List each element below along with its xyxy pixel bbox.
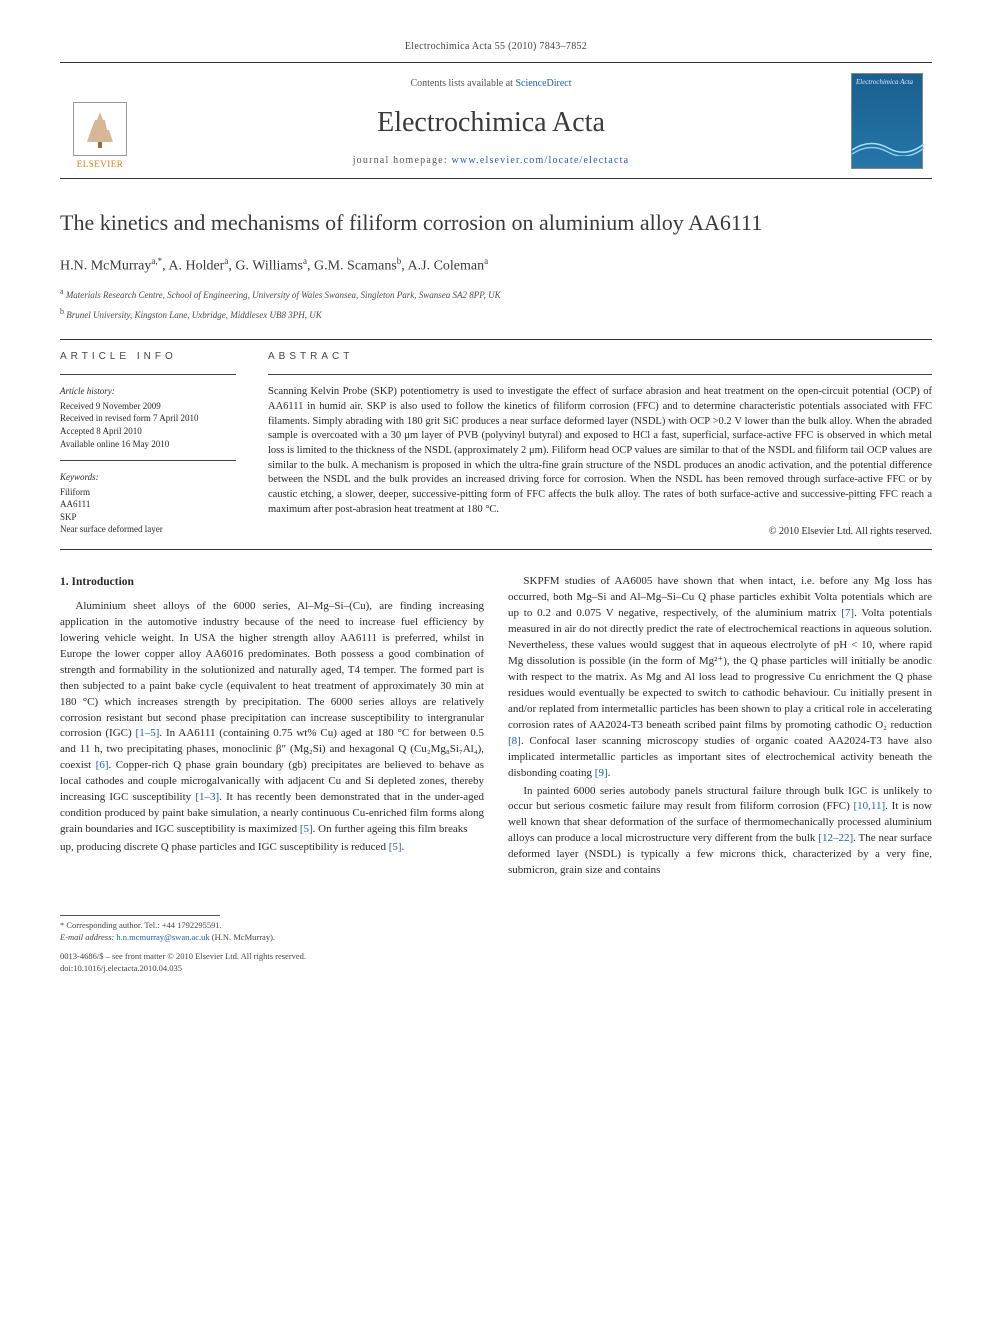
history-item: Accepted 8 April 2010 bbox=[60, 425, 236, 438]
history-label: Article history: bbox=[60, 385, 236, 398]
affiliation-b-text: Brunel University, Kingston Lane, Uxbrid… bbox=[66, 310, 321, 320]
corresponding-author: * Corresponding author. Tel.: +44 179229… bbox=[60, 920, 932, 931]
cover-wave-icon bbox=[852, 136, 924, 156]
cover-thumb-title: Electrochimica Acta bbox=[856, 78, 918, 88]
keyword: SKP bbox=[60, 511, 236, 524]
affiliation-b: b Brunel University, Kingston Lane, Uxbr… bbox=[60, 306, 932, 322]
abstract: ABSTRACT Scanning Kelvin Probe (SKP) pot… bbox=[250, 340, 932, 549]
abstract-text: Scanning Kelvin Probe (SKP) potentiometr… bbox=[268, 385, 932, 517]
issn-line: 0013-4686/$ – see front matter © 2010 El… bbox=[60, 951, 932, 963]
authors: H.N. McMurraya,*, A. Holdera, G. William… bbox=[60, 255, 932, 276]
paragraph: In painted 6000 series autobody panels s… bbox=[508, 784, 932, 880]
email-suffix: (H.N. McMurray). bbox=[210, 932, 275, 942]
email-link[interactable]: h.n.mcmurray@swan.ac.uk bbox=[116, 932, 209, 942]
abstract-heading: ABSTRACT bbox=[268, 350, 932, 364]
body-columns: 1. Introduction Aluminium sheet alloys o… bbox=[60, 574, 932, 879]
masthead-center: Contents lists available at ScienceDirec… bbox=[140, 63, 842, 178]
sciencedirect-link[interactable]: ScienceDirect bbox=[515, 78, 571, 89]
contents-prefix: Contents lists available at bbox=[410, 78, 515, 89]
affiliation-a: a Materials Research Centre, School of E… bbox=[60, 286, 932, 302]
email-line: E-mail address: h.n.mcmurray@swan.ac.uk … bbox=[60, 932, 932, 943]
publisher-name: ELSEVIER bbox=[77, 158, 124, 171]
info-abstract-row: ARTICLE INFO Article history: Received 9… bbox=[60, 339, 932, 550]
history-item: Available online 16 May 2010 bbox=[60, 438, 236, 451]
homepage-label: journal homepage: bbox=[353, 155, 452, 166]
keywords-label: Keywords: bbox=[60, 471, 236, 484]
paragraph: Aluminium sheet alloys of the 6000 serie… bbox=[60, 599, 484, 838]
homepage-url[interactable]: www.elsevier.com/locate/electacta bbox=[452, 155, 630, 166]
journal-cover-thumb: Electrochimica Acta bbox=[851, 73, 923, 169]
divider bbox=[60, 915, 220, 916]
keyword: AA6111 bbox=[60, 498, 236, 511]
history-item: Received 9 November 2009 bbox=[60, 400, 236, 413]
info-heading: ARTICLE INFO bbox=[60, 350, 236, 364]
divider bbox=[268, 374, 932, 375]
footnotes: * Corresponding author. Tel.: +44 179229… bbox=[60, 920, 932, 943]
publisher-block: ELSEVIER bbox=[60, 63, 140, 178]
keyword: Filiform bbox=[60, 486, 236, 499]
paragraph: up, producing discrete Q phase particles… bbox=[60, 840, 484, 856]
running-header: Electrochimica Acta 55 (2010) 7843–7852 bbox=[60, 40, 932, 54]
article-info: ARTICLE INFO Article history: Received 9… bbox=[60, 340, 250, 549]
elsevier-tree-icon bbox=[73, 102, 127, 156]
keyword: Near surface deformed layer bbox=[60, 523, 236, 536]
divider bbox=[60, 374, 236, 375]
divider bbox=[60, 460, 236, 461]
cover-thumb-slot: Electrochimica Acta bbox=[842, 63, 932, 178]
journal-homepage: journal homepage: www.elsevier.com/locat… bbox=[140, 154, 842, 168]
history-item: Received in revised form 7 April 2010 bbox=[60, 412, 236, 425]
copyright-footer: 0013-4686/$ – see front matter © 2010 El… bbox=[60, 951, 932, 975]
section-heading: 1. Introduction bbox=[60, 574, 484, 591]
doi-line: doi:10.1016/j.electacta.2010.04.035 bbox=[60, 963, 932, 975]
journal-name: Electrochimica Acta bbox=[140, 103, 842, 142]
masthead: ELSEVIER Contents lists available at Sci… bbox=[60, 62, 932, 179]
article-title: The kinetics and mechanisms of filiform … bbox=[60, 209, 932, 237]
affiliation-a-text: Materials Research Centre, School of Eng… bbox=[66, 290, 501, 300]
email-label: E-mail address: bbox=[60, 932, 116, 942]
paragraph: SKPFM studies of AA6005 have shown that … bbox=[508, 574, 932, 781]
contents-line: Contents lists available at ScienceDirec… bbox=[140, 77, 842, 91]
abstract-copyright: © 2010 Elsevier Ltd. All rights reserved… bbox=[268, 525, 932, 539]
